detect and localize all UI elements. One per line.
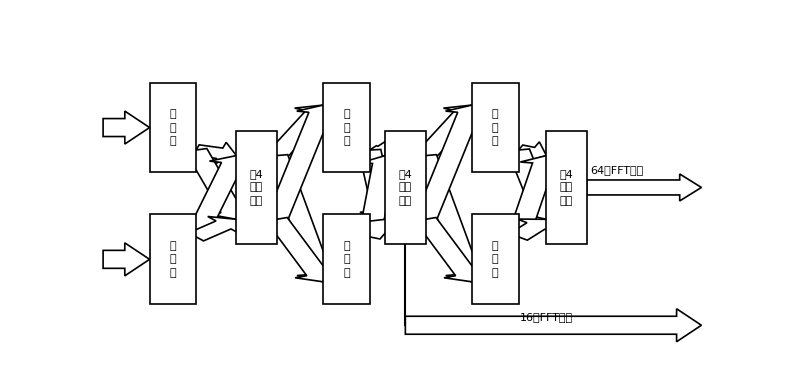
Polygon shape [266, 105, 338, 158]
Polygon shape [406, 309, 702, 342]
Polygon shape [189, 217, 239, 241]
Polygon shape [358, 142, 386, 160]
Polygon shape [103, 243, 150, 276]
Text: 基4
运算
单元: 基4 运算 单元 [560, 169, 574, 206]
Polygon shape [193, 142, 237, 164]
Text: 存
储
器: 存 储 器 [492, 109, 498, 146]
Bar [150, 214, 196, 304]
Polygon shape [103, 111, 150, 144]
Polygon shape [514, 142, 546, 163]
Bar [237, 131, 277, 244]
Text: 基4
运算
单元: 基4 运算 单元 [398, 169, 412, 206]
Polygon shape [414, 155, 492, 282]
Polygon shape [586, 174, 702, 201]
Polygon shape [507, 149, 566, 219]
Polygon shape [357, 219, 400, 239]
Bar [323, 214, 370, 304]
Bar [472, 214, 518, 304]
Polygon shape [510, 219, 554, 240]
Polygon shape [266, 217, 339, 282]
Text: 存
储
器: 存 储 器 [170, 109, 176, 146]
Polygon shape [358, 149, 406, 219]
Polygon shape [186, 156, 255, 238]
Polygon shape [266, 155, 343, 282]
Polygon shape [186, 149, 254, 219]
Text: 64点FFT输出: 64点FFT输出 [590, 165, 643, 175]
Text: 存
储
器: 存 储 器 [492, 241, 498, 277]
Text: 存
储
器: 存 储 器 [343, 241, 350, 277]
Bar [150, 82, 196, 172]
Polygon shape [266, 105, 343, 221]
Bar [472, 82, 518, 172]
Polygon shape [507, 156, 567, 238]
Bar [546, 131, 586, 244]
Polygon shape [415, 105, 486, 158]
Polygon shape [414, 105, 492, 221]
Polygon shape [415, 217, 488, 282]
Text: 存
储
器: 存 储 器 [343, 109, 350, 146]
Bar [386, 131, 426, 244]
Polygon shape [358, 156, 407, 237]
Text: 存
储
器: 存 储 器 [170, 241, 176, 277]
Bar [323, 82, 370, 172]
Text: 16点FFT输出: 16点FFT输出 [520, 312, 573, 322]
Text: 基4
运算
单元: 基4 运算 单元 [250, 169, 263, 206]
